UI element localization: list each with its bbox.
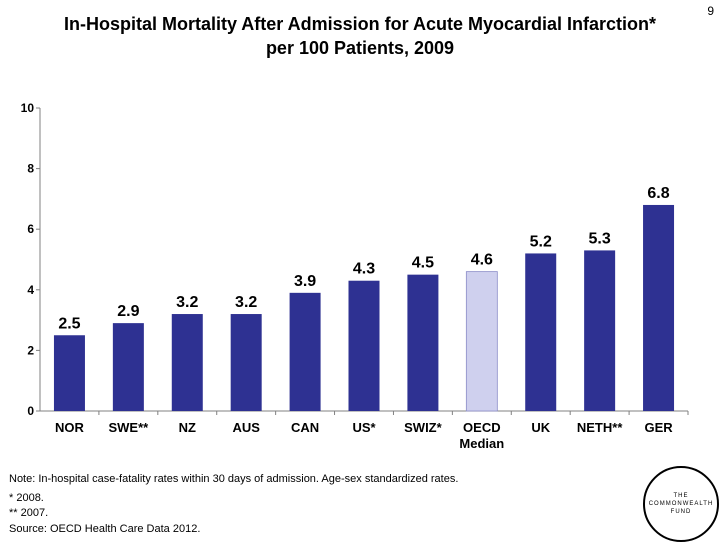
data-label: 4.3 bbox=[353, 261, 375, 278]
chart-title-line-1: In-Hospital Mortality After Admission fo… bbox=[63, 14, 657, 34]
source-text: Source: OECD Health Care Data 2012. bbox=[9, 522, 201, 535]
bar bbox=[289, 292, 321, 411]
y-tick-label: 0 bbox=[27, 404, 34, 418]
data-label: 4.5 bbox=[412, 255, 434, 272]
data-label: 4.6 bbox=[471, 252, 493, 269]
x-tick-label: NZ bbox=[179, 420, 196, 435]
x-tick-label: UK bbox=[531, 420, 550, 435]
data-label: 5.3 bbox=[589, 230, 611, 247]
chart-title-line-2: per 100 Patients, 2009 bbox=[265, 38, 455, 58]
x-tick-label: GER bbox=[644, 420, 673, 435]
commonwealth-fund-logo: THE COMMONWEALTH FUND bbox=[643, 466, 719, 542]
data-label: 6.8 bbox=[647, 185, 669, 202]
bar bbox=[643, 204, 675, 411]
data-label: 3.2 bbox=[235, 294, 257, 311]
x-tick-label: NOR bbox=[55, 420, 85, 435]
logo-line-1: THE bbox=[673, 493, 689, 499]
x-tick-label: CAN bbox=[291, 420, 319, 435]
bar bbox=[407, 274, 439, 411]
bar bbox=[525, 253, 557, 411]
x-tick-label: SWIZ* bbox=[404, 420, 442, 435]
data-label: 3.2 bbox=[176, 294, 198, 311]
data-label: 3.9 bbox=[294, 273, 316, 290]
x-tick-label: AUS bbox=[232, 420, 260, 435]
logo-line-2: COMMONWEALTH bbox=[648, 501, 714, 507]
bar bbox=[465, 271, 498, 412]
data-label: 2.9 bbox=[117, 303, 139, 320]
bar-chart: 0 2 4 6 8 10 2.5 NOR 2.9 SWE** 3.2 NZ 3.2 AUS 3.9 CAN 4.… bbox=[21, 101, 689, 451]
x-tick-label: SWE** bbox=[108, 420, 149, 435]
x-tick-label: US* bbox=[352, 420, 376, 435]
bar bbox=[53, 335, 85, 411]
footnote-double-star: ** 2007. bbox=[9, 507, 49, 519]
y-tick-label: 6 bbox=[27, 222, 34, 236]
footnotes: Note: In-hospital case-fatality rates wi… bbox=[9, 472, 458, 537]
bar bbox=[171, 314, 203, 411]
bar bbox=[112, 323, 144, 411]
y-tick-label: 8 bbox=[27, 162, 34, 176]
chart-title: In-Hospital Mortality After Admission fo… bbox=[0, 12, 720, 60]
x-tick-label: Median bbox=[459, 436, 504, 451]
bar bbox=[584, 250, 616, 411]
y-tick-label: 4 bbox=[27, 283, 34, 297]
x-tick-label: NETH** bbox=[577, 420, 623, 435]
page-number: 9 bbox=[707, 4, 714, 18]
data-label: 5.2 bbox=[530, 233, 552, 250]
y-tick-label: 2 bbox=[27, 343, 34, 357]
x-tick-label: OECD bbox=[463, 420, 501, 435]
bar bbox=[230, 314, 262, 411]
note-text: Note: In-hospital case-fatality rates wi… bbox=[9, 473, 459, 485]
data-label: 2.5 bbox=[58, 315, 80, 332]
footnote-single-star: * 2008. bbox=[9, 491, 44, 504]
logo-line-3: FUND bbox=[670, 509, 692, 515]
y-tick-label: 10 bbox=[21, 101, 35, 115]
bar bbox=[348, 280, 380, 411]
